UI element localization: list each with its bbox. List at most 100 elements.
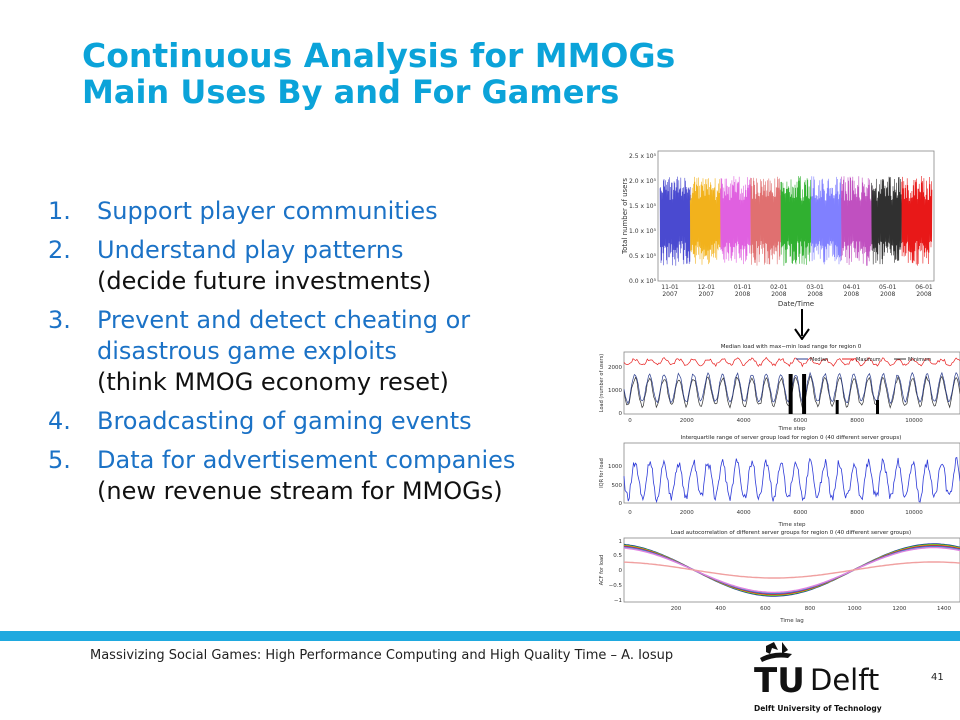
p3-ytick: 0 [619,568,623,574]
top-series-line [810,176,842,265]
item-text: Prevent and detect cheating or disastrou… [97,306,471,365]
p1-ytick: 2000 [608,365,622,371]
x-tick: 2000 [680,510,694,516]
x-tick: 800 [805,606,816,612]
panel2-title: Interquartile range of server group load… [681,435,902,441]
list-item: 2. Understand play patterns (decide futu… [48,235,593,297]
item-subtext: (think MMOG economy reset) [97,368,449,396]
footer-text: Massivizing Social Games: High Performan… [90,648,674,663]
item-number: 2. [48,236,71,264]
panel2-ylabel: IQR for load [599,458,605,488]
top-xtick: 04-01 2008 [843,284,861,298]
item-text: Understand play patterns [97,236,404,264]
panel1-spike [876,400,879,414]
top-series-line [780,176,812,266]
x-tick: 6000 [793,418,807,424]
top-xtick: 01-01 2008 [734,284,752,298]
p2-ytick: 1000 [608,464,622,470]
panel1-spike [802,374,807,414]
top-xtick: 03-01 2008 [806,284,824,298]
page-number: 41 [931,672,944,683]
title-sub: Main Uses By and For Gamers [82,72,620,111]
list-item: 1. Support player communities [48,196,593,227]
panel1-ylabel: Load (number of users) [599,354,605,413]
panel3-xlabel: Time lag [779,618,804,624]
p3-ytick: −1 [614,598,622,604]
top-ytick: 1.0 x 10⁵ [629,228,657,235]
x-tick: 1200 [892,606,906,612]
top-xtick: 06-01 2008 [915,284,933,298]
users-over-time-figure: Total number of users 2.5 x 10⁵ 2.0 x 10… [620,146,942,308]
logo-delft: Delft [810,663,879,697]
x-tick: 10000 [905,510,923,516]
panel3-ylabel: ACF for load [599,555,605,585]
x-tick: 600 [760,606,771,612]
p3-ytick: 1 [619,539,623,545]
x-tick: 8000 [850,418,864,424]
x-tick: 1400 [937,606,951,612]
top-series-line [871,176,903,265]
top-xtick: 05-01 2008 [879,284,897,298]
panel3-series-line [624,561,960,579]
item-text: Support player communities [97,197,438,225]
list-item: 4. Broadcasting of gaming events [48,406,593,437]
item-number: 5. [48,446,71,474]
legend-item: Median [810,357,828,363]
p2-ytick: 500 [612,483,623,489]
down-arrow-icon [794,309,810,341]
p3-ytick: 0.5 [613,553,622,559]
x-tick: 2000 [680,418,694,424]
panel1-title: Median load with max−min load range for … [721,344,862,350]
panel1-spike [835,400,839,414]
users-over-time-plot: Total number of users 2.5 x 10⁵ 2.0 x 10… [621,150,935,308]
item-number: 4. [48,407,71,435]
panel2-xlabel: Time step [777,522,806,528]
x-tick: 4000 [737,510,751,516]
top-xtick: 02-01 2008 [770,284,788,298]
top-ytick: 2.5 x 10⁵ [629,153,657,160]
x-tick: 4000 [737,418,751,424]
top-ylabel: Total number of users [621,178,629,255]
x-tick: 0 [628,418,632,424]
x-tick: 10000 [905,418,923,424]
logo-tu: TU [754,661,805,701]
panel2-series-line [623,456,960,504]
panel1-legend: Median Maximum Minimum [796,357,931,363]
legend-item: Maximum [856,357,881,363]
top-ytick: 0.0 x 10⁵ [629,278,657,285]
top-xtick: 12-01 2007 [698,284,716,298]
x-tick: 6000 [793,510,807,516]
top-xtick: 11-01 2007 [661,284,679,298]
legend-item: Minimum [908,357,931,363]
panel1-series-line [623,356,960,368]
p1-ytick: 1000 [608,388,622,394]
region-load-plots: Median load with max−min load range for … [599,344,960,624]
x-tick: 200 [671,606,682,612]
item-number: 3. [48,306,71,334]
list-item: 3. Prevent and detect cheating or disast… [48,305,593,398]
panel3-title: Load autocorrelation of different server… [671,530,911,536]
item-text: Data for advertisement companies [97,446,516,474]
panel1-xlabel: Time step [777,426,806,432]
list-item: 5. Data for advertisement companies (new… [48,445,593,507]
p2-ytick: 0 [619,501,623,507]
x-tick: 400 [715,606,726,612]
item-subtext: (new revenue stream for MMOGs) [97,477,503,505]
top-xlabel: Date/Time [778,300,814,308]
item-subtext: (decide future investments) [97,267,432,295]
x-tick: 0 [628,510,632,516]
item-text: Broadcasting of gaming events [97,407,472,435]
panel1-spike [788,374,793,414]
p3-ytick: −0.5 [609,583,623,589]
item-number: 1. [48,197,71,225]
top-ytick: 1.5 x 10⁵ [629,203,657,210]
logo-caption: Delft University of Technology [754,704,882,713]
footer-bar [0,631,960,641]
uses-list: 1. Support player communities 2. Underst… [48,196,593,515]
top-ytick: 2.0 x 10⁵ [629,178,657,185]
p1-ytick: 0 [619,411,623,417]
tu-delft-logo: TU Delft Delft University of Technology [754,642,882,713]
top-ytick: 0.5 x 10⁵ [629,253,657,260]
top-series-line [659,176,691,266]
region-load-figure: Median load with max−min load range for … [596,340,960,625]
